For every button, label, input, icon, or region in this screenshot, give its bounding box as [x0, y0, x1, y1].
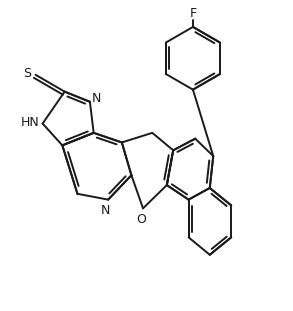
Text: N: N [101, 204, 110, 217]
Text: HN: HN [21, 117, 40, 129]
Text: N: N [92, 92, 101, 105]
Text: S: S [23, 67, 32, 80]
Text: O: O [137, 213, 146, 226]
Text: F: F [189, 7, 197, 21]
